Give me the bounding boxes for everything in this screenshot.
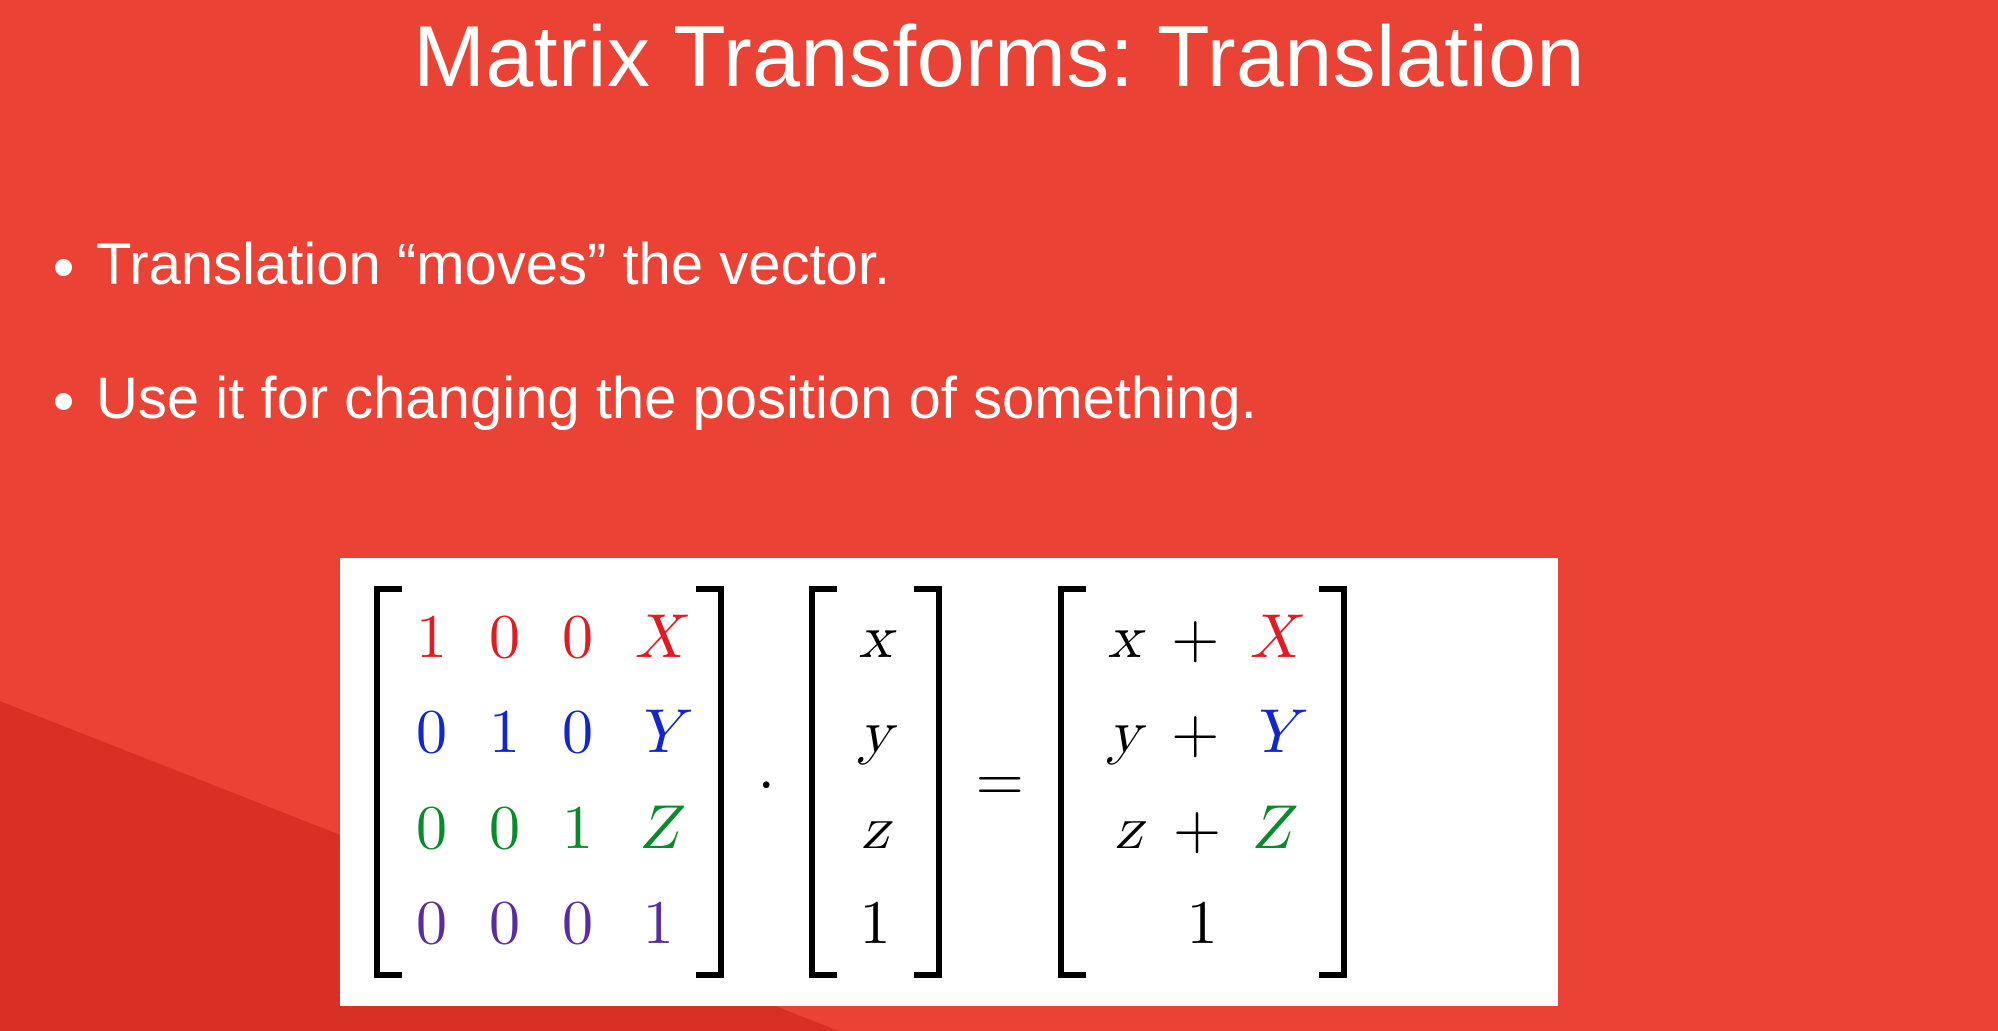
bracket-left-icon: [374, 586, 402, 978]
result-cell: y + Y: [1108, 703, 1297, 765]
equation-box: 1 0 0 X 0 1 0 Y 0 0 1 Z 0 0 0 1: [340, 558, 1558, 1006]
term: y: [1108, 703, 1141, 765]
input-vector: x y z 1: [809, 586, 942, 978]
vector-cell: x: [859, 608, 892, 670]
bracket-right-icon: [914, 586, 942, 978]
bullet-item: Translation “moves” the vector.: [96, 220, 1938, 310]
result-cell: z + Z: [1115, 799, 1290, 861]
vector-cell: y: [859, 703, 892, 765]
slide-title: Matrix Transforms: Translation: [0, 8, 1998, 107]
matrix-cell: 0: [489, 799, 520, 861]
matrix-cell: 0: [489, 608, 520, 670]
bracket-left-icon: [809, 586, 837, 978]
vector-cell: z: [861, 799, 889, 861]
matrix-cell: Y: [635, 703, 682, 765]
translation-matrix: 1 0 0 X 0 1 0 Y 0 0 1 Z 0 0 0 1: [374, 586, 724, 978]
matrix-cell: 0: [562, 703, 593, 765]
slide: Matrix Transforms: Translation Translati…: [0, 0, 1998, 1031]
result-cell: 1: [1187, 894, 1218, 956]
bullet-list: Translation “moves” the vector. Use it f…: [36, 220, 1938, 488]
vector-cell: 1: [860, 894, 891, 956]
matrix-cell: 0: [416, 703, 447, 765]
bracket-right-icon: [1319, 586, 1347, 978]
result-cell: x + X: [1108, 608, 1297, 670]
term: Y: [1250, 703, 1297, 765]
term: Z: [1252, 799, 1290, 861]
bracket-left-icon: [1058, 586, 1086, 978]
matrix-cell: Z: [639, 799, 677, 861]
bracket-right-icon: [696, 586, 724, 978]
equals-operator: =: [970, 745, 1030, 819]
result-cells: x + X y + Y z + Z 1: [1086, 586, 1319, 978]
matrix-cell: 0: [562, 608, 593, 670]
matrix-cells: 1 0 0 X 0 1 0 Y 0 0 1 Z 0 0 0 1: [402, 586, 696, 978]
matrix-cell: 0: [489, 894, 520, 956]
bullet-item: Use it for changing the position of some…: [96, 354, 1938, 444]
dot-operator: ·: [752, 745, 781, 819]
term: x: [1108, 608, 1141, 670]
matrix-cell: 1: [416, 608, 447, 670]
plus-operator: +: [1163, 799, 1231, 861]
matrix-cell: 0: [416, 799, 447, 861]
term: X: [1250, 608, 1297, 670]
matrix-cell: 0: [416, 894, 447, 956]
matrix-cell: 1: [643, 894, 674, 956]
matrix-cell: X: [635, 608, 682, 670]
matrix-cell: 0: [562, 894, 593, 956]
plus-operator: +: [1161, 608, 1229, 670]
term: z: [1115, 799, 1143, 861]
result-vector: x + X y + Y z + Z 1: [1058, 586, 1347, 978]
matrix-cell: 1: [489, 703, 520, 765]
matrix-cell: 1: [562, 799, 593, 861]
plus-operator: +: [1161, 703, 1229, 765]
vector-cells: x y z 1: [837, 586, 914, 978]
